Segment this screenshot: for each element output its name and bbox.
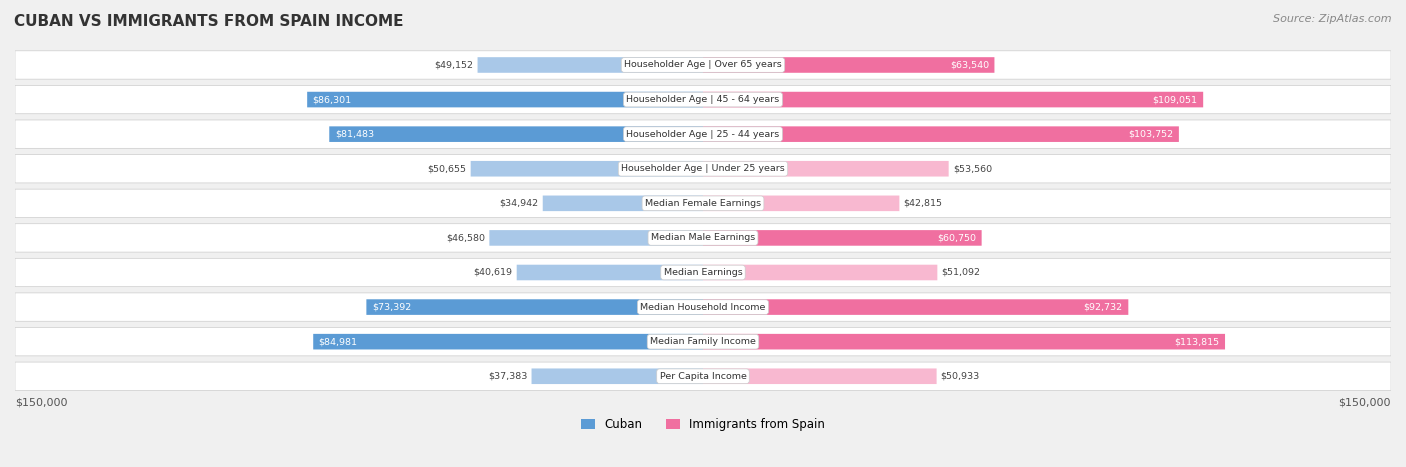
- FancyBboxPatch shape: [15, 155, 1391, 183]
- FancyBboxPatch shape: [703, 265, 938, 280]
- Text: $42,815: $42,815: [904, 199, 942, 208]
- Text: Householder Age | Over 65 years: Householder Age | Over 65 years: [624, 61, 782, 70]
- Text: $81,483: $81,483: [335, 130, 374, 139]
- Text: Householder Age | 45 - 64 years: Householder Age | 45 - 64 years: [627, 95, 779, 104]
- FancyBboxPatch shape: [703, 230, 981, 246]
- FancyBboxPatch shape: [307, 92, 703, 107]
- Text: $51,092: $51,092: [942, 268, 980, 277]
- FancyBboxPatch shape: [478, 57, 703, 73]
- Text: $113,815: $113,815: [1174, 337, 1219, 346]
- Text: CUBAN VS IMMIGRANTS FROM SPAIN INCOME: CUBAN VS IMMIGRANTS FROM SPAIN INCOME: [14, 14, 404, 29]
- Text: $34,942: $34,942: [499, 199, 538, 208]
- FancyBboxPatch shape: [15, 293, 1391, 321]
- Text: $150,000: $150,000: [1339, 398, 1391, 408]
- Text: Median Male Earnings: Median Male Earnings: [651, 234, 755, 242]
- FancyBboxPatch shape: [489, 230, 703, 246]
- Text: $63,540: $63,540: [950, 61, 988, 70]
- FancyBboxPatch shape: [703, 196, 900, 211]
- FancyBboxPatch shape: [703, 127, 1178, 142]
- Text: $46,580: $46,580: [446, 234, 485, 242]
- Text: $53,560: $53,560: [953, 164, 991, 173]
- FancyBboxPatch shape: [367, 299, 703, 315]
- FancyBboxPatch shape: [15, 189, 1391, 218]
- Text: Householder Age | 25 - 44 years: Householder Age | 25 - 44 years: [627, 130, 779, 139]
- FancyBboxPatch shape: [516, 265, 703, 280]
- FancyBboxPatch shape: [329, 127, 703, 142]
- FancyBboxPatch shape: [15, 120, 1391, 149]
- Text: $86,301: $86,301: [312, 95, 352, 104]
- Text: $50,655: $50,655: [427, 164, 467, 173]
- Text: $103,752: $103,752: [1128, 130, 1174, 139]
- Text: Source: ZipAtlas.com: Source: ZipAtlas.com: [1274, 14, 1392, 24]
- FancyBboxPatch shape: [703, 334, 1225, 349]
- FancyBboxPatch shape: [314, 334, 703, 349]
- FancyBboxPatch shape: [531, 368, 703, 384]
- Text: $49,152: $49,152: [434, 61, 474, 70]
- Text: $84,981: $84,981: [319, 337, 357, 346]
- Text: $92,732: $92,732: [1084, 303, 1123, 311]
- Text: Median Family Income: Median Family Income: [650, 337, 756, 346]
- FancyBboxPatch shape: [703, 299, 1129, 315]
- Text: Median Female Earnings: Median Female Earnings: [645, 199, 761, 208]
- FancyBboxPatch shape: [703, 92, 1204, 107]
- FancyBboxPatch shape: [15, 85, 1391, 114]
- Text: $60,750: $60,750: [938, 234, 976, 242]
- Text: $37,383: $37,383: [488, 372, 527, 381]
- FancyBboxPatch shape: [15, 224, 1391, 252]
- FancyBboxPatch shape: [471, 161, 703, 177]
- Text: Median Earnings: Median Earnings: [664, 268, 742, 277]
- Text: $150,000: $150,000: [15, 398, 67, 408]
- FancyBboxPatch shape: [543, 196, 703, 211]
- FancyBboxPatch shape: [15, 327, 1391, 356]
- Text: Per Capita Income: Per Capita Income: [659, 372, 747, 381]
- Legend: Cuban, Immigrants from Spain: Cuban, Immigrants from Spain: [576, 414, 830, 436]
- FancyBboxPatch shape: [15, 258, 1391, 287]
- Text: $73,392: $73,392: [371, 303, 411, 311]
- FancyBboxPatch shape: [703, 161, 949, 177]
- FancyBboxPatch shape: [15, 362, 1391, 390]
- Text: Householder Age | Under 25 years: Householder Age | Under 25 years: [621, 164, 785, 173]
- Text: Median Household Income: Median Household Income: [640, 303, 766, 311]
- Text: $50,933: $50,933: [941, 372, 980, 381]
- Text: $109,051: $109,051: [1153, 95, 1198, 104]
- FancyBboxPatch shape: [703, 368, 936, 384]
- Text: $40,619: $40,619: [474, 268, 513, 277]
- FancyBboxPatch shape: [15, 51, 1391, 79]
- FancyBboxPatch shape: [703, 57, 994, 73]
